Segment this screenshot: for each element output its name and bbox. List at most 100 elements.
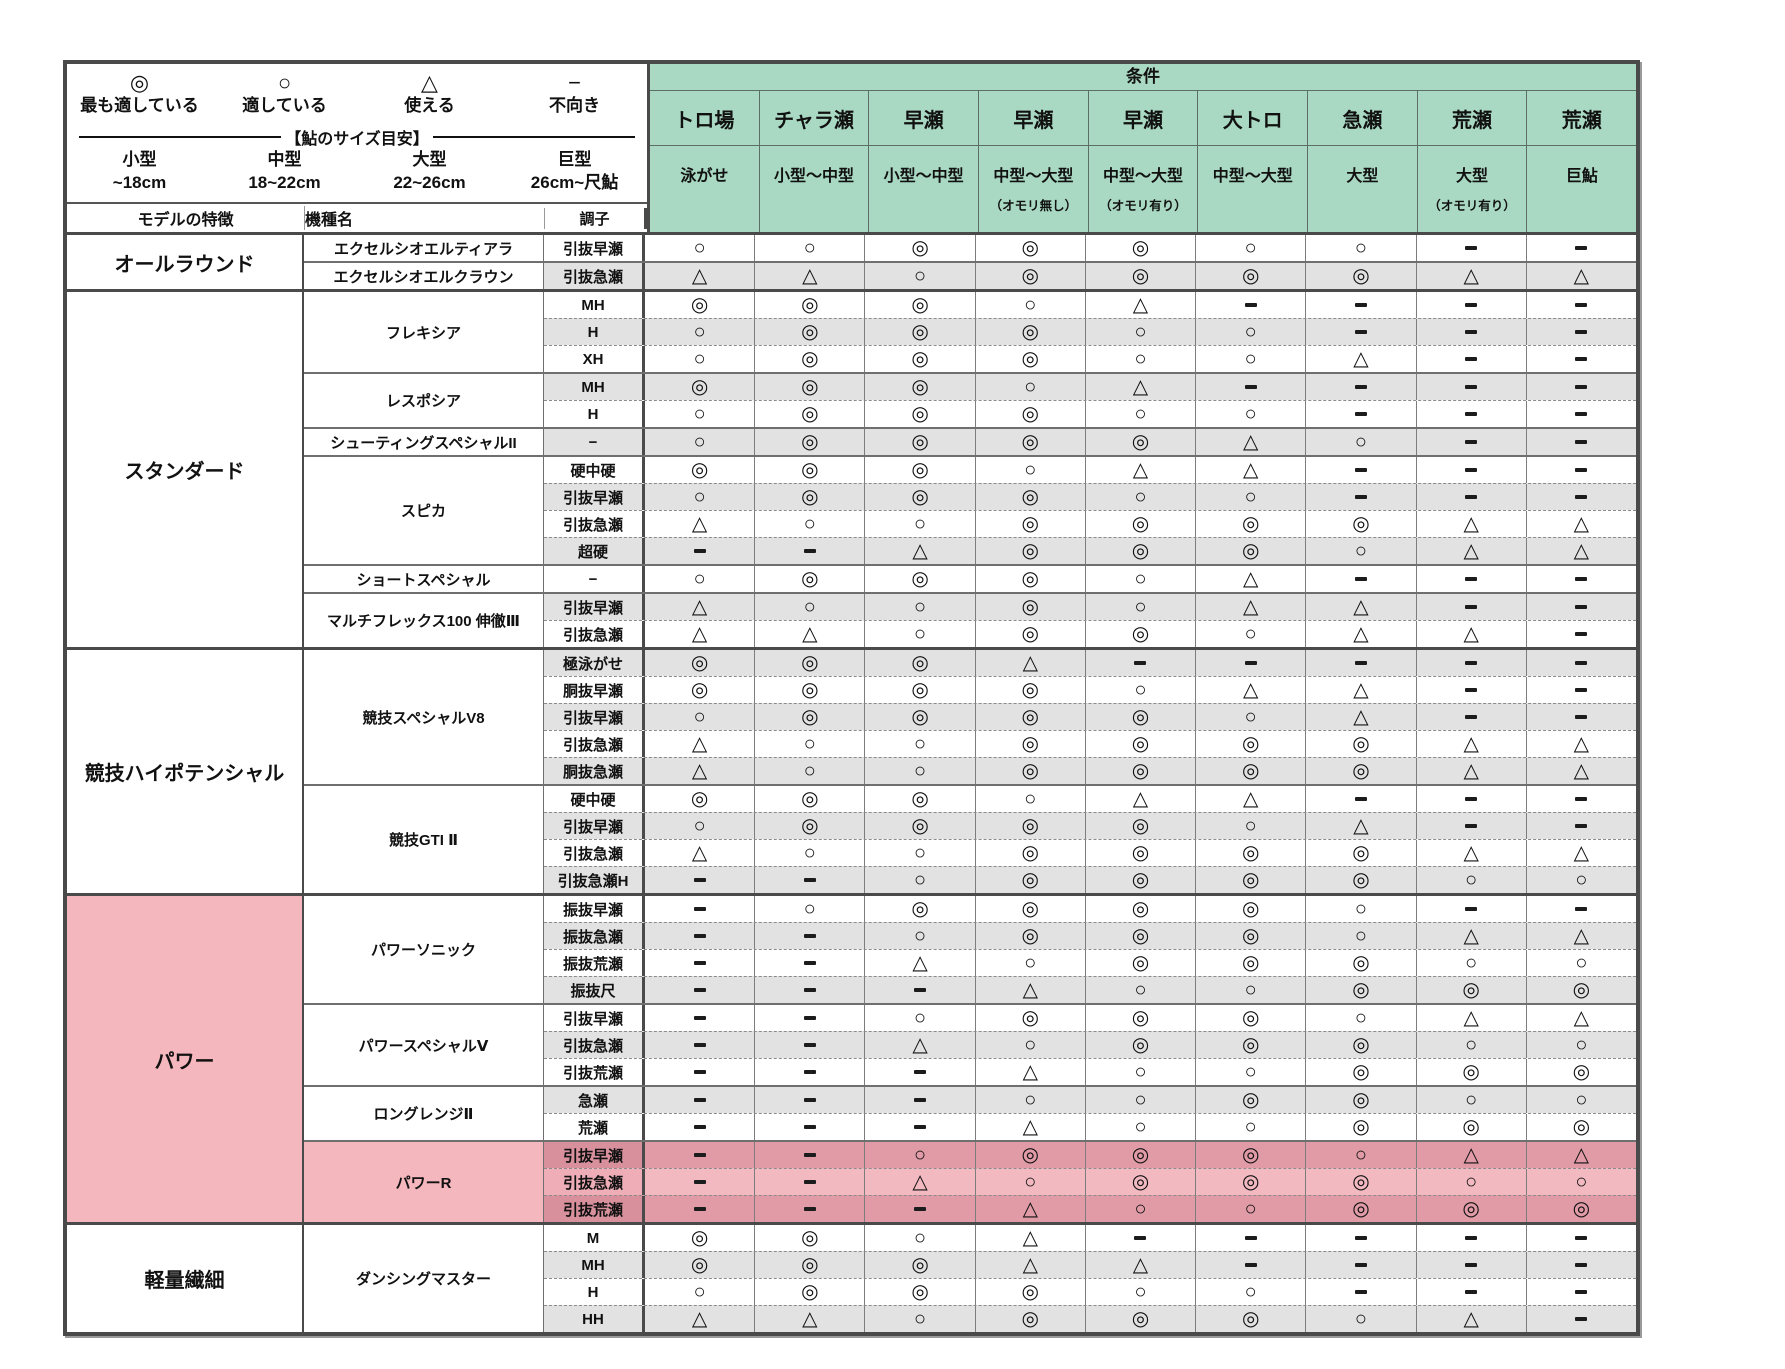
rating-cell: ◎ (690, 1254, 709, 1276)
rating-cell: ○ (974, 1087, 1085, 1113)
rating-cell (754, 1005, 864, 1031)
rating-cell (1415, 235, 1526, 261)
rating-cell: ◎ (974, 235, 1085, 261)
action-cell: 振抜荒瀬 (544, 950, 645, 976)
rating-cell (1415, 786, 1526, 812)
rating-cell: ○ (1415, 1087, 1526, 1113)
dash-icon (1575, 246, 1588, 250)
rating-cell: ◎ (1195, 758, 1305, 784)
rating-cell: ◎ (864, 677, 974, 703)
rating-cell: ◎ (974, 429, 1085, 455)
dash-icon (693, 907, 706, 911)
legend-label: 適している (242, 96, 327, 115)
rating-cell: ◎ (1084, 429, 1195, 455)
rating-cell: ○ (1195, 484, 1305, 510)
rating-cell: ◎ (1084, 731, 1195, 757)
rating-cell (754, 1059, 864, 1085)
action-cell: XH (544, 346, 645, 372)
action-cell: 引抜早瀬 (544, 1005, 645, 1031)
rating-cell: ○ (754, 896, 864, 922)
rating-cell: ○ (1195, 1196, 1305, 1222)
rating-cell: ◎ (1415, 977, 1526, 1003)
models-container: 競技スペシャルV8 極泳がせ ◎ ◎ ◎ △ 胴抜早瀬 ◎ ◎ ◎ ◎ ○ △ △ 引抜早瀬 ○ ◎ ◎ ◎ ◎ ○ △ 引… (304, 650, 1636, 893)
rating-cell: △ (1415, 511, 1526, 537)
action-cell: 引抜急瀬 (544, 731, 645, 757)
category-cell: 軽量繊細 (67, 1225, 304, 1332)
spec-row: − ○ ◎ ◎ ◎ ◎ △ ○ (544, 429, 1636, 455)
models-container: エクセルシオエルティアラ 引抜早瀬 ○ ○ ◎ ◎ ◎ ○ ○ エクセルシオエルクラウン 引抜急瀬 △… (304, 235, 1636, 289)
usable-icon: △ (421, 70, 438, 95)
rating-cell: △ (1195, 786, 1305, 812)
spec-row: MH ◎ ◎ ◎ ○ △ (544, 374, 1636, 400)
rating-cell: ○ (1525, 1169, 1636, 1195)
rating-cell: ◎ (754, 813, 864, 839)
spec-row: 引抜早瀬 ○ ◎ ◎ ◎ ◎ ○ △ (544, 703, 1636, 730)
rating-cell: ○ (693, 431, 706, 453)
rating-cell (1525, 650, 1636, 676)
divider-line (432, 136, 635, 138)
rating-cell: ◎ (974, 319, 1085, 345)
dash-icon (693, 1098, 706, 1102)
rating-cell: ○ (754, 731, 864, 757)
rating-cell (1195, 374, 1305, 400)
action-cell: MH (544, 374, 645, 400)
dash-icon (693, 988, 706, 992)
rating-cell: ◎ (864, 1252, 974, 1278)
rating-cell (1415, 374, 1526, 400)
rating-cell: ○ (864, 731, 974, 757)
rating-cell (1305, 1252, 1415, 1278)
rating-cell: ◎ (1195, 896, 1305, 922)
rating-cell: ○ (1084, 566, 1195, 592)
size-guide-divider: 【鮎のサイズ目安】 (67, 126, 647, 148)
rating-cell: △ (864, 950, 974, 976)
rating-cell (1525, 704, 1636, 730)
rating-cell: ◎ (1195, 731, 1305, 757)
condition-size-cell: 中型〜大型 （オモリ有り） (1087, 146, 1198, 232)
dash-icon (1354, 330, 1367, 334)
rating-cell (1305, 401, 1415, 427)
action-cell: H (544, 401, 645, 427)
legend-item: − 不向き (502, 70, 647, 126)
rating-cell: ◎ (1084, 1142, 1195, 1168)
dash-icon (1575, 440, 1588, 444)
rating-cell: △ (974, 1114, 1085, 1140)
rating-cell: ◎ (754, 484, 864, 510)
action-cell: 引抜荒瀬 (544, 1196, 645, 1222)
rating-cell: ○ (974, 457, 1085, 483)
rating-cell: ◎ (974, 566, 1085, 592)
rating-cell: ◎ (1084, 867, 1195, 893)
rating-cell: ○ (864, 594, 974, 620)
rating-cell: △ (1195, 677, 1305, 703)
category-cell: オールラウンド (67, 235, 304, 289)
dash-icon (1465, 246, 1478, 250)
condition-size-label: 大型 (1456, 168, 1489, 185)
rating-cell: ◎ (754, 650, 864, 676)
rating-cell: ○ (1305, 1142, 1415, 1168)
rating-cell: △ (1525, 758, 1636, 784)
rating-cell: △ (691, 733, 708, 755)
rating-cell (1415, 896, 1526, 922)
condition-name-cell: 早瀬 (1087, 91, 1198, 145)
rating-cell: △ (1525, 923, 1636, 949)
dash-icon (1465, 661, 1478, 665)
rating-cell: ○ (693, 815, 706, 837)
category-section: 軽量繊細 ダンシングマスター M ◎ ◎ ○ △ MH ◎ ◎ ◎ △ △ H ○ ◎ ◎ ◎ ○ ○ HH △ △ ○ ◎ ◎ ◎… (67, 1222, 1636, 1332)
rating-cell: ◎ (864, 786, 974, 812)
rating-cell: △ (1305, 704, 1415, 730)
rating-cell: ○ (1525, 1087, 1636, 1113)
spec-row: 引抜早瀬 △ ○ ○ ◎ ○ △ △ (544, 594, 1636, 620)
rating-cell (864, 1114, 974, 1140)
rating-cell: △ (1084, 374, 1195, 400)
model-rows: 引抜早瀬 ○ ◎ ◎ ◎ ○ △ △ 引抜急瀬 △ ○ ◎ ◎ ◎ ○ ○ 引抜荒瀬 △ ○ ○ ◎ ◎ ◎ (544, 1005, 1636, 1085)
rating-cell: ○ (754, 840, 864, 866)
rating-cell: ○ (1084, 1196, 1195, 1222)
rating-cell: △ (1084, 1252, 1195, 1278)
rating-cell: ○ (974, 950, 1085, 976)
rating-cell: ○ (754, 594, 864, 620)
dash-icon (1134, 1236, 1147, 1240)
rating-cell: ◎ (1084, 923, 1195, 949)
size-item: 巨型 26cm~尺鮎 (502, 148, 647, 202)
model-rows: 急瀬 ○ ○ ◎ ◎ ○ ○ 荒瀬 △ ○ ○ ◎ ◎ ◎ (544, 1087, 1636, 1140)
rating-cell: △ (1415, 1142, 1526, 1168)
rating-cell (1305, 650, 1415, 676)
